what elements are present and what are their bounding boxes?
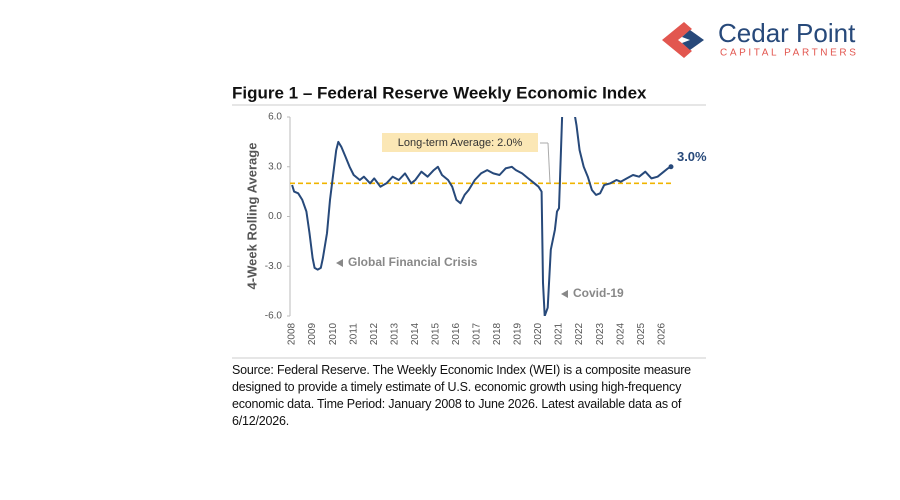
logo-tagline: CAPITAL PARTNERS [720, 48, 858, 59]
average-label: Long-term Average: 2.0% [398, 137, 523, 149]
y-tick-label: -6.0 [265, 311, 283, 322]
x-tick-label: 2010 [328, 322, 339, 345]
y-tick-label: 0.0 [268, 211, 282, 222]
x-tick-label: 2019 [513, 322, 524, 345]
annotation: Covid-19 [573, 286, 624, 300]
x-tick-label: 2020 [533, 322, 544, 345]
average-label-box [382, 133, 538, 152]
y-tick-label: -3.0 [265, 261, 283, 272]
logo-mark [662, 22, 692, 58]
x-tick-label: 2021 [554, 322, 565, 345]
x-tick-label: 2017 [472, 322, 483, 345]
logo-mark [682, 30, 704, 50]
x-tick-label: 2018 [492, 322, 503, 345]
x-tick-label: 2013 [389, 322, 400, 345]
logo-name: Cedar Point [718, 18, 856, 48]
y-tick-label: 6.0 [268, 112, 282, 123]
y-tick-label: 3.0 [268, 161, 282, 172]
annotation-arrow [561, 290, 568, 298]
x-tick-label: 2011 [348, 323, 359, 345]
end-point [668, 164, 674, 170]
end-label: 3.0% [677, 149, 707, 164]
chart: Cedar Point CAPITAL PARTNERS Figure 1 – … [232, 18, 858, 359]
annotation: Global Financial Crisis [348, 255, 478, 269]
source-note: Source: Federal Reserve. The Weekly Econ… [232, 363, 691, 428]
x-tick-label: 2026 [656, 322, 667, 345]
x-tick-label: 2025 [636, 322, 647, 345]
x-tick-label: 2015 [430, 322, 441, 345]
x-tick-label: 2014 [410, 322, 421, 345]
x-tick-label: 2008 [287, 322, 298, 345]
logo: Cedar Point CAPITAL PARTNERS [662, 18, 858, 59]
chart-title: Figure 1 – Federal Reserve Weekly Econom… [232, 83, 647, 102]
x-tick-label: 2023 [595, 322, 606, 345]
x-tick-label: 2009 [307, 322, 318, 345]
y-axis-label: 4-Week Rolling Average [244, 143, 259, 290]
x-tick-label: 2022 [574, 322, 585, 345]
x-tick-label: 2012 [369, 322, 380, 345]
annotation-arrow [336, 259, 343, 267]
series-line [291, 117, 672, 316]
x-tick-label: 2024 [615, 322, 626, 345]
x-tick-label: 2016 [451, 322, 462, 345]
average-leader [547, 142, 551, 184]
